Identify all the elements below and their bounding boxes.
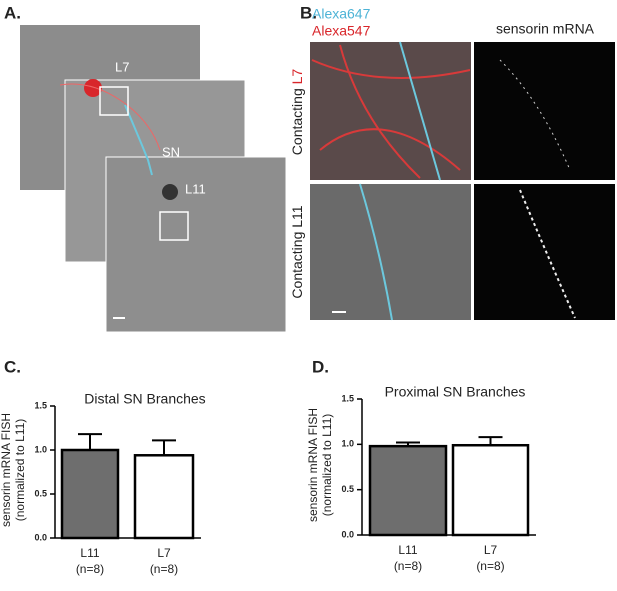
bar: [451, 443, 530, 537]
y-tick-label: 1.5: [341, 393, 354, 403]
panel-label: B.: [300, 3, 317, 22]
row-text: Contacting: [289, 232, 305, 299]
x-tick-label: L11: [398, 543, 417, 557]
y-tick-label: 0.0: [341, 529, 354, 539]
micrograph: [105, 156, 287, 333]
panel-label: D.: [312, 357, 329, 376]
neurite: [399, 41, 441, 181]
fish-signal: [519, 189, 576, 319]
y-axis-label: sensorin mRNA FISH: [306, 408, 320, 522]
y-tick-label: 1.5: [34, 400, 47, 410]
y-tick-label: 1.0: [341, 439, 354, 449]
x-tick-label: L7: [484, 543, 498, 557]
stain-label: Alexa547: [312, 23, 371, 39]
neurite: [59, 83, 161, 151]
neurite: [359, 183, 393, 321]
cell-label: L11: [185, 181, 206, 196]
bar: [133, 454, 195, 540]
x-tick-note: (n=8): [394, 559, 422, 573]
stain-label: Alexa647: [312, 6, 371, 22]
row-label: Contacting L11: [289, 205, 305, 298]
y-tick-label: 0.5: [341, 484, 354, 494]
panel-label: A.: [4, 3, 21, 22]
x-tick-note: (n=8): [476, 559, 504, 573]
row-cell: L7: [289, 69, 305, 85]
y-tick-label: 0.0: [34, 532, 47, 542]
y-tick-label: 1.0: [34, 444, 47, 454]
column-label: sensorin mRNA: [496, 21, 595, 37]
neuron: [84, 79, 102, 97]
y-axis-label: (normalized to L11): [13, 419, 27, 522]
x-tick-note: (n=8): [150, 562, 178, 576]
x-tick-label: L7: [157, 546, 171, 560]
micrograph: [310, 184, 471, 320]
cell-label: SN: [162, 144, 180, 159]
y-axis-label: sensorin mRNA FISH: [0, 413, 13, 527]
cell-label: L7: [115, 59, 129, 74]
row-label: Contacting L7: [289, 69, 305, 156]
row-cell: L11: [289, 205, 305, 228]
neurite: [311, 44, 471, 179]
chart-title: Distal SN Branches: [84, 391, 205, 407]
x-tick-label: L11: [80, 546, 99, 560]
y-tick-label: 0.5: [34, 488, 47, 498]
neuron: [162, 184, 178, 200]
micrograph: [474, 184, 615, 320]
micrograph: [474, 42, 615, 180]
y-axis-label: (normalized to L11): [320, 414, 334, 517]
row-text: Contacting: [289, 88, 305, 155]
x-tick-note: (n=8): [76, 562, 104, 576]
inset-box: [99, 86, 129, 116]
panel-label: C.: [4, 357, 21, 376]
fish-signal: [499, 59, 571, 171]
inset-box: [159, 211, 189, 241]
bar: [368, 444, 448, 537]
bar: [60, 448, 120, 540]
chart-title: Proximal SN Branches: [385, 384, 526, 400]
